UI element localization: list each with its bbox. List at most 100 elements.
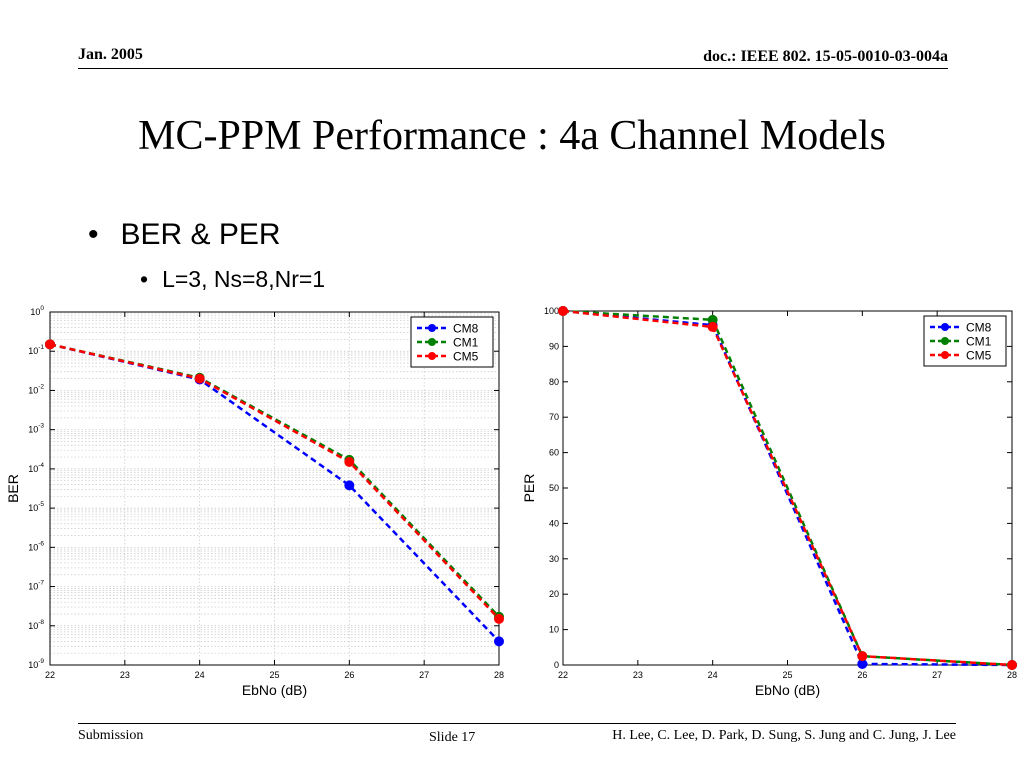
y-tick-label: 40 [549, 518, 559, 528]
y-tick-label: 100 [544, 306, 559, 316]
y-tick-label-base: 10 [28, 425, 38, 435]
y-axis-label: PER [521, 474, 537, 503]
y-tick-label-exponent: -9 [38, 658, 44, 665]
y-tick-label: 30 [549, 554, 559, 564]
series-line-cm1 [49, 343, 500, 618]
data-point-cm8 [494, 636, 504, 647]
y-tick-label: 50 [549, 483, 559, 493]
bullet-level1: • BER & PER [88, 218, 281, 252]
data-point-cm8 [344, 480, 355, 491]
y-tick-label: 10-2 [28, 383, 44, 395]
legend-marker-cm1 [428, 338, 436, 346]
x-tick-label: 23 [633, 670, 643, 680]
y-tick-label-exponent: -5 [38, 501, 44, 508]
x-tick-label: 24 [195, 670, 205, 680]
bullet-level2: • L=3, Ns=8,Nr=1 [140, 266, 325, 293]
legend-label-cm8: CM8 [966, 321, 992, 335]
y-tick-label: 10-6 [28, 540, 44, 552]
x-axis-label: EbNo (dB) [242, 682, 307, 698]
grid-lines [50, 312, 499, 665]
y-tick-label-exponent: -7 [38, 580, 44, 587]
data-point-cm5 [344, 456, 355, 467]
legend-box [410, 316, 494, 368]
legend-marker-cm5 [428, 352, 436, 360]
x-tick-label: 25 [782, 670, 792, 680]
data-point-cm5 [558, 306, 568, 316]
footer-divider [78, 723, 956, 724]
y-tick-label-base: 10 [28, 621, 38, 631]
footer-slide-number: Slide 17 [429, 730, 476, 745]
header-date: Jan. 2005 [78, 46, 143, 63]
series-line-cm1 [562, 309, 1013, 667]
bullet-dot-icon: • [88, 218, 99, 251]
bullet-dot-icon: • [140, 266, 149, 292]
y-tick-label: 90 [549, 341, 559, 351]
y-tick-label: 10-7 [28, 580, 44, 592]
y-tick-label: 0 [554, 660, 559, 670]
y-tick-label-exponent: -1 [38, 344, 44, 351]
x-tick-label: 28 [1007, 670, 1017, 680]
header-doc-id: doc.: IEEE 802. 15-05-0010-03-004a [703, 48, 948, 65]
footer-authors: H. Lee, C. Lee, D. Park, D. Sung, S. Jun… [612, 728, 956, 743]
bullet-level1-text: BER & PER [120, 218, 281, 251]
legend-box [923, 315, 1007, 367]
legend-marker-cm1 [941, 337, 949, 345]
x-tick-label: 26 [857, 670, 867, 680]
x-tick-label: 27 [932, 670, 942, 680]
ber-chart: 22 23 24 25 26 27 2810010-110-210-310-410-510-… [5, 305, 504, 698]
y-tick-label: 10-3 [28, 423, 44, 435]
y-tick-label-exponent: -2 [38, 383, 44, 390]
legend-marker-cm8 [941, 323, 949, 331]
header-divider [78, 68, 948, 69]
y-tick-label: 10-8 [28, 619, 44, 631]
bullet-level2-text: L=3, Ns=8,Nr=1 [162, 266, 326, 292]
legend-label-cm1: CM1 [966, 335, 992, 349]
data-point-cm5 [45, 339, 55, 350]
x-axis-label: EbNo (dB) [755, 682, 820, 698]
y-tick-label-base: 10 [28, 464, 38, 474]
y-tick-label-exponent: 0 [40, 305, 44, 312]
y-tick-label-base: 10 [28, 346, 38, 356]
data-point-cm5 [707, 321, 718, 332]
series-line-cm5 [49, 343, 500, 620]
legend-label-cm5: CM5 [966, 349, 992, 363]
y-tick-label-exponent: -8 [38, 619, 44, 626]
legend-marker-cm5 [941, 351, 949, 359]
x-tick-label: 28 [494, 670, 504, 680]
series-line-cm8 [49, 343, 500, 643]
y-tick-label-base: 10 [30, 307, 40, 317]
x-tick-label: 25 [269, 670, 279, 680]
y-tick-label-base: 10 [28, 385, 38, 395]
y-tick-label: 60 [549, 448, 559, 458]
y-tick-label: 80 [549, 377, 559, 387]
y-tick-label-base: 10 [28, 542, 38, 552]
x-tick-label: 27 [419, 670, 429, 680]
x-tick-label: 24 [708, 670, 718, 680]
legend-label-cm8: CM8 [453, 322, 479, 336]
y-tick-label-exponent: -3 [38, 423, 44, 430]
legend-label-cm1: CM1 [453, 336, 479, 350]
y-tick-label: 100 [30, 305, 44, 317]
data-point-cm5 [194, 373, 205, 384]
y-tick-label-base: 10 [28, 503, 38, 513]
legend-label-cm5: CM5 [453, 350, 479, 364]
per-chart: 22 23 24 25 26 27 28 0 10 20 30 40 50 60 70 80 90 100 EbNo… [521, 306, 1017, 698]
data-point-cm5 [857, 651, 868, 662]
y-tick-label: 10-5 [28, 501, 44, 513]
data-point-cm5 [494, 613, 504, 624]
footer-submission: Submission [78, 728, 144, 743]
x-tick-label: 23 [120, 670, 130, 680]
series-line-cm5 [562, 309, 1013, 667]
y-axis-label: BER [5, 474, 21, 503]
x-tick-label: 22 [558, 670, 568, 680]
x-tick-label: 22 [45, 670, 55, 680]
y-tick-label-base: 10 [28, 660, 38, 670]
legend-marker-cm8 [428, 324, 436, 332]
y-tick-label-exponent: -4 [38, 462, 44, 469]
data-point-cm5 [1007, 660, 1017, 670]
y-tick-label-exponent: -6 [38, 540, 44, 547]
x-tick-label: 26 [344, 670, 354, 680]
y-tick-label: 70 [549, 412, 559, 422]
y-tick-label: 10 [549, 625, 559, 635]
y-tick-label: 10-1 [28, 344, 44, 356]
